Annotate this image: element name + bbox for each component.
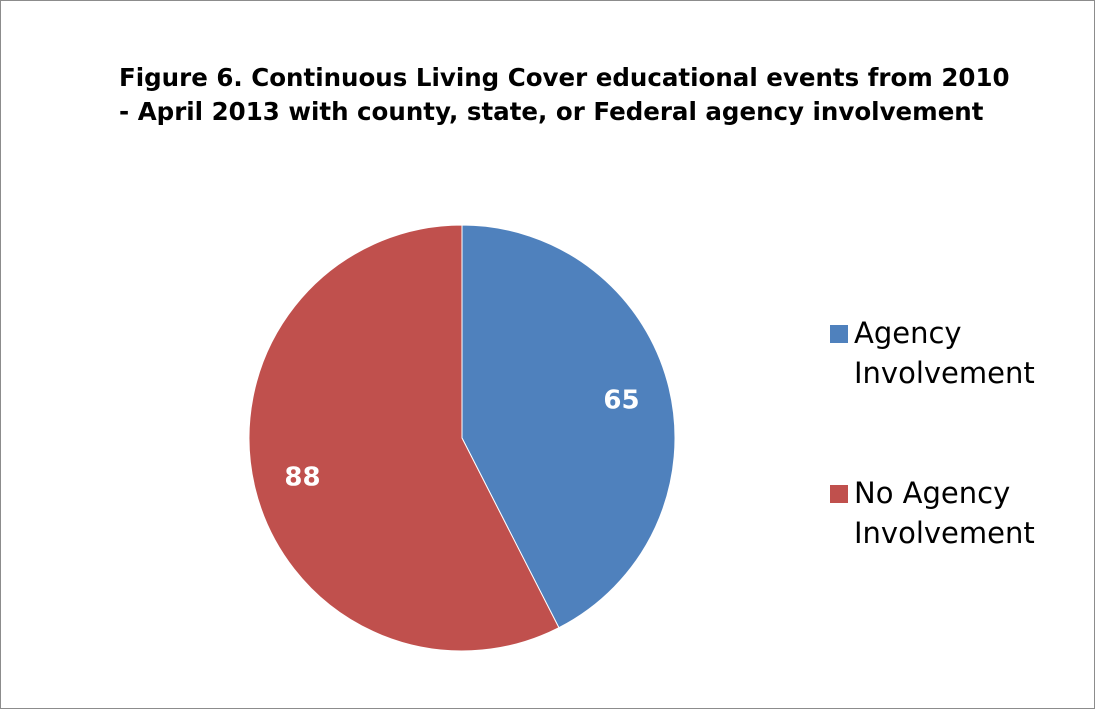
legend-label-line: No Agency [854, 476, 1011, 510]
chart-title-line-1: Figure 6. Continuous Living Cover educat… [119, 63, 1010, 92]
data-label-no-agency-involvement: 88 [284, 462, 320, 492]
legend-label-line: Involvement [854, 516, 1035, 550]
data-label-agency-involvement: 65 [603, 386, 639, 416]
legend-item-no-agency-involvement: No Agency Involvement [823, 473, 1083, 633]
legend-label-line: Agency [854, 316, 962, 350]
pie-slices [248, 224, 676, 652]
legend-swatch-agency-involvement [830, 325, 848, 343]
chart-title-line-2: - April 2013 with county, state, or Fede… [119, 97, 984, 126]
pie-slice-no-agency-involvement [248, 224, 560, 652]
legend-swatch-no-agency-involvement [830, 485, 848, 503]
legend-label-line: Involvement [854, 356, 1035, 390]
pie-data-labels: 65 88 [284, 386, 639, 493]
legend-item-agency-involvement: Agency Involvement [823, 313, 1083, 473]
legend-label-no-agency-involvement: No Agency Involvement [854, 473, 1035, 553]
legend: Agency Involvement No Agency Involvement [823, 313, 1083, 633]
legend-label-agency-involvement: Agency Involvement [854, 313, 1035, 393]
chart-title: Figure 6. Continuous Living Cover educat… [119, 61, 1019, 129]
pie-slice-agency-involvement [461, 224, 676, 629]
